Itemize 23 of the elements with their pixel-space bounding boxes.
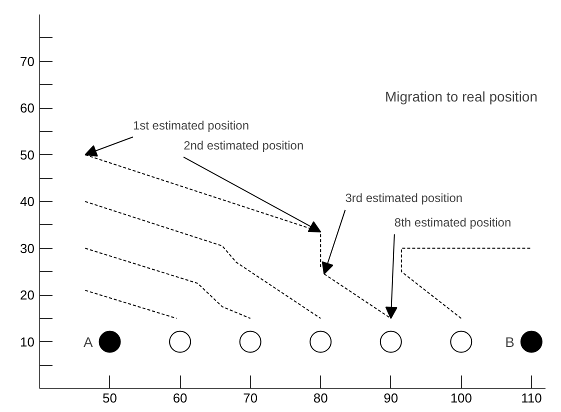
annotation: 1st estimated position bbox=[132, 118, 250, 132]
y-tick-label: 10 bbox=[20, 334, 35, 350]
x-tick-label: 50 bbox=[102, 390, 118, 406]
y-tick-label: 60 bbox=[20, 100, 35, 116]
series-label: A bbox=[83, 334, 94, 350]
line-series bbox=[84, 201, 322, 319]
y-tick-label: 40 bbox=[20, 194, 35, 209]
annotation: 8th estimated position bbox=[394, 216, 512, 230]
x-tick-label: 110 bbox=[521, 390, 542, 406]
x-tick-label: 100 bbox=[450, 390, 472, 406]
y-tick-label: 30 bbox=[20, 240, 35, 256]
series-label: B bbox=[505, 334, 514, 350]
y-tick-label: 70 bbox=[20, 54, 35, 69]
y-tick-label: 20 bbox=[20, 288, 35, 302]
x-tick-label: 60 bbox=[172, 390, 188, 406]
x-tick-label: 70 bbox=[243, 390, 258, 406]
annotation: 3rd estimated position bbox=[345, 191, 463, 206]
line-series bbox=[84, 248, 251, 319]
y-tick-label: 50 bbox=[20, 147, 35, 162]
x-tick-label: 80 bbox=[313, 390, 328, 406]
x-tick-label: 90 bbox=[384, 390, 398, 406]
annotation: 2nd estimated position bbox=[184, 138, 304, 152]
annotation: Migration to real position bbox=[384, 88, 538, 104]
